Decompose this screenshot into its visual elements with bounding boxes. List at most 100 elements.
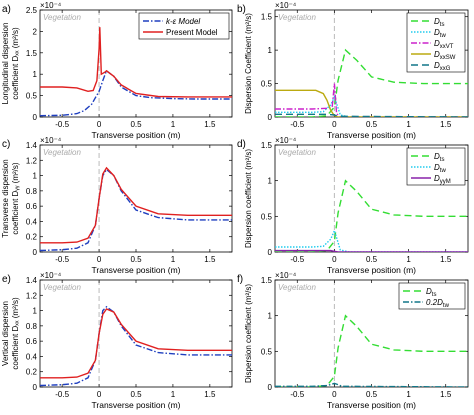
series-group: [40, 166, 232, 252]
x-tick-label: -0.5: [55, 255, 69, 264]
y-tick-label: 0: [33, 113, 38, 122]
x-tick-label: -0.5: [290, 120, 304, 129]
x-tick-label: 1: [171, 255, 176, 264]
panel-label: d): [237, 139, 246, 150]
y-axis-label: coefficient Dₓₓ (m²/s): [11, 297, 20, 370]
y-axis-label: coefficient Dₓₓ (m²/s): [11, 27, 20, 100]
series-line-D-xxSW: [275, 89, 468, 117]
legend-label: 0.2Dtw: [426, 298, 450, 309]
x-tick-label: 1: [171, 390, 176, 399]
y-tick-label: 0.6: [26, 202, 38, 211]
x-tick-label: 0.5: [130, 120, 142, 129]
legend-label: DxxSW: [434, 50, 456, 61]
x-tick-label: 1: [406, 390, 411, 399]
panel-c: c) ×10⁻⁴ Vegetation -0.5 0 0.5 1 1.5 0 0.2 0.4 0.6 0…: [1, 136, 233, 275]
x-axis-label: Transverse position (m): [92, 130, 181, 140]
legend-label: Dts: [434, 17, 444, 28]
x-axis-label: Transverse position (m): [92, 400, 181, 410]
legend-label: Dts: [434, 152, 444, 163]
legend-label: Present Model: [166, 28, 218, 37]
series-group: [275, 314, 468, 387]
panel-label: e): [2, 274, 11, 285]
axis-exponent: ×10⁻⁴: [40, 1, 62, 10]
vegetation-annotation: Vegetation: [278, 283, 317, 292]
y-tick-label: 1: [268, 46, 273, 55]
y-tick-label: 0.2: [26, 368, 38, 377]
y-tick-label: 0.4: [26, 352, 38, 361]
series-line-Present-Model: [40, 166, 232, 244]
legend-box: [406, 147, 466, 186]
panel-b: b) ×10⁻⁴ Vegetation -0.5 0 0.5 1 1.5 0 0.5 1 1.5 Tra…: [237, 1, 469, 140]
y-tick-label: 2.5: [26, 6, 38, 15]
series-line-Present-Model: [40, 27, 232, 98]
legend-label: Dts: [426, 287, 436, 298]
panel-label: b): [237, 4, 246, 15]
legend-label: Dtw: [434, 28, 446, 39]
x-axis-label: Transverse position (m): [327, 130, 416, 140]
y-tick-label: 1.2: [26, 156, 38, 165]
x-tick-label: 1.5: [204, 255, 216, 264]
y-tick-label: 1: [33, 70, 38, 79]
series-group: [40, 27, 232, 117]
series-line-k-Model: [40, 168, 232, 252]
y-tick-label: 0.2: [26, 233, 38, 242]
panel-label: c): [2, 139, 10, 150]
y-tick-label: 1: [268, 177, 273, 186]
x-axis-label: Transverse position (m): [327, 400, 416, 410]
y-axis-label: Transverse dispersion: [1, 159, 10, 237]
x-tick-label: 0: [332, 255, 337, 264]
x-tick-label: 1.5: [440, 120, 452, 129]
panel-d: d) ×10⁻⁴ Vegetation -0.5 0 0.5 1 1.5 0 0.5 1 1.5 Tra…: [237, 136, 469, 275]
x-tick-label: 1.5: [440, 255, 452, 264]
y-tick-label: 1.4: [26, 141, 38, 150]
legend-box: [138, 12, 230, 40]
y-tick-label: 0.6: [26, 337, 38, 346]
axes-frame: [39, 144, 233, 253]
y-tick-label: 1.5: [261, 141, 273, 150]
panel-label: a): [2, 4, 11, 15]
y-axis-label: Vertical dispersion: [1, 301, 10, 366]
axis-exponent: ×10⁻⁴: [275, 1, 297, 10]
panel-a: a) ×10⁻⁴ Vegetation -0.5 0 0.5 1 1.5 0 0.5 1 1.5 2 2.…: [1, 1, 233, 140]
vegetation-annotation: Vegetation: [278, 13, 317, 22]
y-tick-label: 1.4: [26, 276, 38, 285]
legend-label: k-ε Model: [166, 17, 200, 26]
y-tick-label: 0.8: [26, 187, 38, 196]
y-axis-label: Dispersion Coefficient (m²/s): [244, 13, 253, 114]
series-group: [275, 48, 468, 117]
vegetation-annotation: Vegetation: [43, 13, 82, 22]
series-line-D-tw: [275, 94, 468, 117]
x-tick-label: 1: [406, 255, 411, 264]
axis-exponent: ×10⁻⁴: [275, 271, 297, 280]
series-line-Present-Model: [40, 308, 232, 379]
axes-frame: [39, 279, 233, 388]
x-tick-label: 1.5: [440, 390, 452, 399]
y-tick-label: 1: [268, 312, 273, 321]
vegetation-annotation: Vegetation: [278, 148, 317, 157]
x-tick-label: -0.5: [55, 120, 69, 129]
y-axis-label: Dispersion coefficient (m²/s): [244, 284, 253, 383]
x-tick-label: 0.5: [130, 390, 142, 399]
axis-exponent: ×10⁻⁴: [40, 271, 62, 280]
series-line-D-ts: [275, 314, 468, 387]
x-tick-label: 0: [97, 390, 102, 399]
x-tick-label: 0.5: [366, 255, 378, 264]
y-tick-label: 0: [33, 248, 38, 257]
x-axis-label: Transverse position (m): [92, 265, 181, 275]
legend-label: DyyM: [434, 174, 451, 185]
y-tick-label: 0.8: [26, 322, 38, 331]
y-tick-label: 1: [33, 307, 38, 316]
series-line-D-xxG: [275, 113, 468, 117]
series-group: [275, 179, 468, 252]
y-axis-label: coefficient Dᵧᵧ (m²/s): [11, 162, 20, 234]
series-line-k-Model: [40, 69, 232, 117]
axis-exponent: ×10⁻⁴: [40, 136, 62, 145]
y-tick-label: 0: [268, 248, 273, 257]
series-line-0-2D-tw: [275, 382, 468, 387]
x-tick-label: 1: [406, 120, 411, 129]
series-line-D-yyM: [275, 249, 468, 252]
x-tick-label: 1.5: [204, 390, 216, 399]
